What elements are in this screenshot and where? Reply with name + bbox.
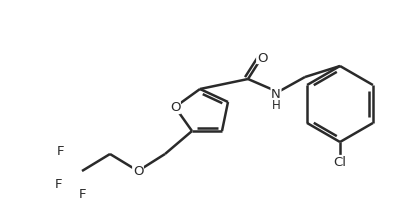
Text: O: O [170,101,180,114]
Text: Cl: Cl [334,156,347,169]
Text: N: N [271,88,281,101]
Text: H: H [272,99,281,112]
Text: F: F [78,188,86,200]
Text: O: O [257,51,267,64]
Text: O: O [133,165,143,178]
Text: F: F [56,145,64,158]
Text: F: F [54,178,62,191]
